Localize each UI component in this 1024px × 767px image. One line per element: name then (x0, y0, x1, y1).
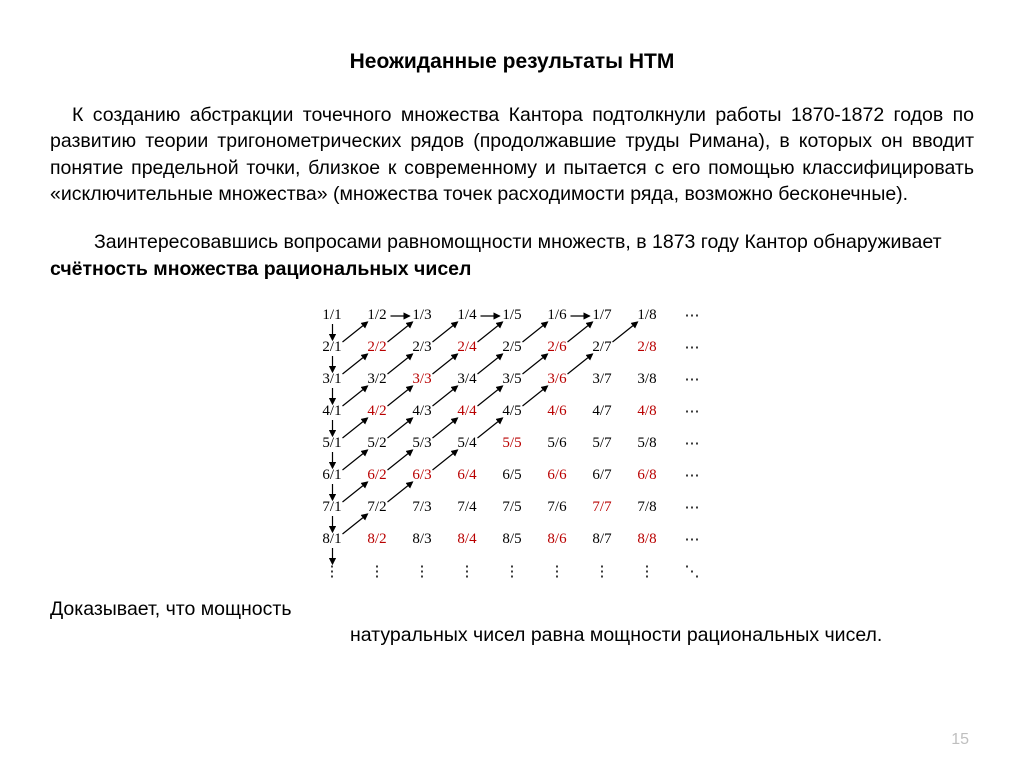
fraction-cell: 1/1 (310, 300, 355, 332)
fraction-cell: 7/7 (580, 492, 625, 524)
fraction-cell: 3/2 (355, 364, 400, 396)
fraction-cell: 7/2 (355, 492, 400, 524)
fraction-cell: 3/5 (490, 364, 535, 396)
fraction-cell: 8/2 (355, 524, 400, 556)
fraction-cell: 3/8 (625, 364, 670, 396)
ellipsis-cell: ⋮ (535, 556, 580, 588)
fraction-cell: 7/3 (400, 492, 445, 524)
fraction-cell: 8/5 (490, 524, 535, 556)
ellipsis-cell: ⋮ (355, 556, 400, 588)
fraction-cell: ⋯ (670, 300, 715, 332)
fraction-cell: 2/3 (400, 332, 445, 364)
fraction-cell: 2/2 (355, 332, 400, 364)
ellipsis-cell: ⋮ (445, 556, 490, 588)
fraction-cell: 8/6 (535, 524, 580, 556)
fraction-cell: 2/8 (625, 332, 670, 364)
fraction-cell: 3/7 (580, 364, 625, 396)
fraction-cell: 3/1 (310, 364, 355, 396)
ellipsis-cell: ⋮ (625, 556, 670, 588)
cantor-diagram: 1/11/21/31/41/51/61/71/8⋯2/12/22/32/42/5… (310, 300, 715, 588)
fraction-cell: 7/4 (445, 492, 490, 524)
paragraph-1: К созданию абстракции точечного множеств… (50, 102, 974, 207)
ellipsis-cell: ⋮ (310, 556, 355, 588)
page: Неожиданные результаты НТМ К созданию аб… (0, 0, 1024, 767)
fraction-cell: 1/4 (445, 300, 490, 332)
fraction-grid: 1/11/21/31/41/51/61/71/8⋯2/12/22/32/42/5… (310, 300, 715, 588)
fraction-cell: 5/7 (580, 428, 625, 460)
fraction-cell: 6/5 (490, 460, 535, 492)
fraction-cell: ⋯ (670, 396, 715, 428)
ellipsis-cell: ⋮ (580, 556, 625, 588)
fraction-cell: 5/2 (355, 428, 400, 460)
page-title: Неожиданные результаты НТМ (50, 50, 974, 74)
fraction-cell: 2/6 (535, 332, 580, 364)
fraction-cell: 4/5 (490, 396, 535, 428)
fraction-cell: 5/4 (445, 428, 490, 460)
fraction-cell: 3/3 (400, 364, 445, 396)
fraction-cell: ⋯ (670, 492, 715, 524)
fraction-cell: 6/6 (535, 460, 580, 492)
fraction-cell: 5/8 (625, 428, 670, 460)
fraction-cell: 3/6 (535, 364, 580, 396)
fraction-cell: 4/3 (400, 396, 445, 428)
fraction-cell: 4/7 (580, 396, 625, 428)
fraction-cell: 5/5 (490, 428, 535, 460)
paragraph-2-text-a: Заинтересовавшись вопросами равномощност… (94, 231, 942, 253)
footer-block: Доказывает, что мощность натуральных чис… (50, 596, 974, 649)
fraction-cell: 6/1 (310, 460, 355, 492)
fraction-cell: 8/4 (445, 524, 490, 556)
fraction-cell: 5/1 (310, 428, 355, 460)
fraction-cell: 8/3 (400, 524, 445, 556)
fraction-cell: 4/2 (355, 396, 400, 428)
ellipsis-cell: ⋮ (400, 556, 445, 588)
fraction-cell: 1/5 (490, 300, 535, 332)
fraction-cell: 7/5 (490, 492, 535, 524)
fraction-cell: ⋯ (670, 428, 715, 460)
paragraph-1-text: К созданию абстракции точечного множеств… (50, 104, 974, 205)
fraction-cell: 6/4 (445, 460, 490, 492)
fraction-cell: 6/8 (625, 460, 670, 492)
fraction-cell: 1/3 (400, 300, 445, 332)
fraction-cell: 6/2 (355, 460, 400, 492)
paragraph-2: Заинтересовавшись вопросами равномощност… (50, 229, 974, 282)
fraction-cell: 2/1 (310, 332, 355, 364)
page-number: 15 (951, 731, 969, 749)
fraction-cell: ⋯ (670, 332, 715, 364)
fraction-cell: 4/6 (535, 396, 580, 428)
footer-line-2: натуральных чисел равна мощности рациона… (50, 622, 974, 648)
fraction-cell: 4/8 (625, 396, 670, 428)
fraction-cell: 7/6 (535, 492, 580, 524)
fraction-cell: 7/8 (625, 492, 670, 524)
fraction-cell: 5/6 (535, 428, 580, 460)
fraction-cell: ⋯ (670, 460, 715, 492)
cantor-diagram-wrap: 1/11/21/31/41/51/61/71/8⋯2/12/22/32/42/5… (50, 300, 974, 588)
fraction-cell: 4/1 (310, 396, 355, 428)
fraction-cell: 1/6 (535, 300, 580, 332)
fraction-cell: 7/1 (310, 492, 355, 524)
fraction-cell: 8/7 (580, 524, 625, 556)
ellipsis-cell: ⋮ (490, 556, 535, 588)
fraction-cell: ⋯ (670, 364, 715, 396)
fraction-cell: ⋯ (670, 524, 715, 556)
fraction-cell: 2/7 (580, 332, 625, 364)
footer-line-1: Доказывает, что мощность (50, 596, 974, 622)
fraction-cell: 3/4 (445, 364, 490, 396)
fraction-cell: 4/4 (445, 396, 490, 428)
fraction-cell: 1/2 (355, 300, 400, 332)
fraction-cell: 1/7 (580, 300, 625, 332)
fraction-cell: 8/1 (310, 524, 355, 556)
fraction-cell: 6/7 (580, 460, 625, 492)
fraction-cell: 5/3 (400, 428, 445, 460)
fraction-cell: 2/5 (490, 332, 535, 364)
paragraph-2-text-b: счётность множества рациональных чисел (50, 258, 471, 280)
ellipsis-cell: ⋱ (670, 556, 715, 588)
fraction-cell: 2/4 (445, 332, 490, 364)
fraction-cell: 1/8 (625, 300, 670, 332)
fraction-cell: 8/8 (625, 524, 670, 556)
fraction-cell: 6/3 (400, 460, 445, 492)
